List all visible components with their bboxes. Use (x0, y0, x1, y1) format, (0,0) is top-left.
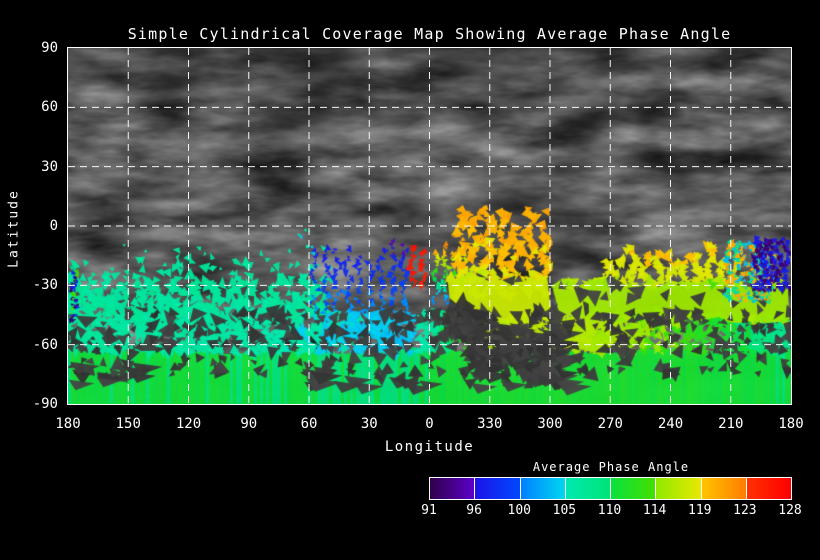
figure-title: Simple Cylindrical Coverage Map Showing … (127, 25, 732, 43)
x-tick-label: 90 (240, 416, 258, 432)
colorbar-tick-label: 91 (421, 503, 437, 518)
colorbar-segment (519, 478, 565, 499)
x-tick-label: 150 (115, 416, 141, 432)
x-tick-label: 180 (55, 416, 81, 432)
colorbar-segment (700, 478, 746, 499)
map-plot-area (67, 47, 792, 405)
colorbar-tick-label: 110 (597, 503, 622, 518)
x-tick-label: 300 (537, 416, 563, 432)
x-tick-label: 60 (300, 416, 318, 432)
colorbar-tick-label: 128 (778, 503, 802, 518)
colorbar-tick-label: 105 (552, 503, 577, 518)
x-tick-label: 180 (778, 416, 804, 432)
colorbar-tick-label: 114 (642, 503, 667, 518)
y-tick-label: -30 (32, 277, 58, 294)
x-tick-label: 120 (175, 416, 202, 432)
y-tick-label: 30 (41, 158, 58, 175)
colorbar-tick-label: 96 (466, 503, 482, 518)
x-tick-label: 30 (360, 416, 378, 432)
x-tick-label: 270 (597, 416, 623, 432)
x-tick-label: 240 (657, 416, 684, 432)
colorbar-segment (610, 478, 656, 499)
x-tick-label: 210 (718, 416, 744, 432)
grid-lines (68, 48, 791, 404)
colorbar-segment (564, 478, 610, 499)
y-tick-label: 60 (41, 99, 58, 116)
x-tick-label: 330 (477, 416, 503, 432)
colorbar-tick-label: 119 (688, 503, 712, 518)
colorbar-title: Average Phase Angle (532, 460, 690, 474)
colorbar-segment (430, 478, 475, 499)
x-tick-label: 0 (425, 416, 434, 432)
colorbar-segment (655, 478, 701, 499)
colorbar (429, 477, 792, 500)
colorbar-tick-label: 123 (733, 503, 757, 518)
colorbar-segment (745, 478, 791, 499)
colorbar-tick-label: 100 (507, 503, 531, 518)
x-axis-title: Longitude (384, 439, 475, 455)
y-tick-label: 90 (41, 40, 58, 56)
y-tick-label: 0 (49, 218, 58, 234)
colorbar-segment (474, 478, 520, 499)
y-tick-label: -90 (32, 396, 58, 412)
y-tick-label: -60 (32, 336, 58, 353)
